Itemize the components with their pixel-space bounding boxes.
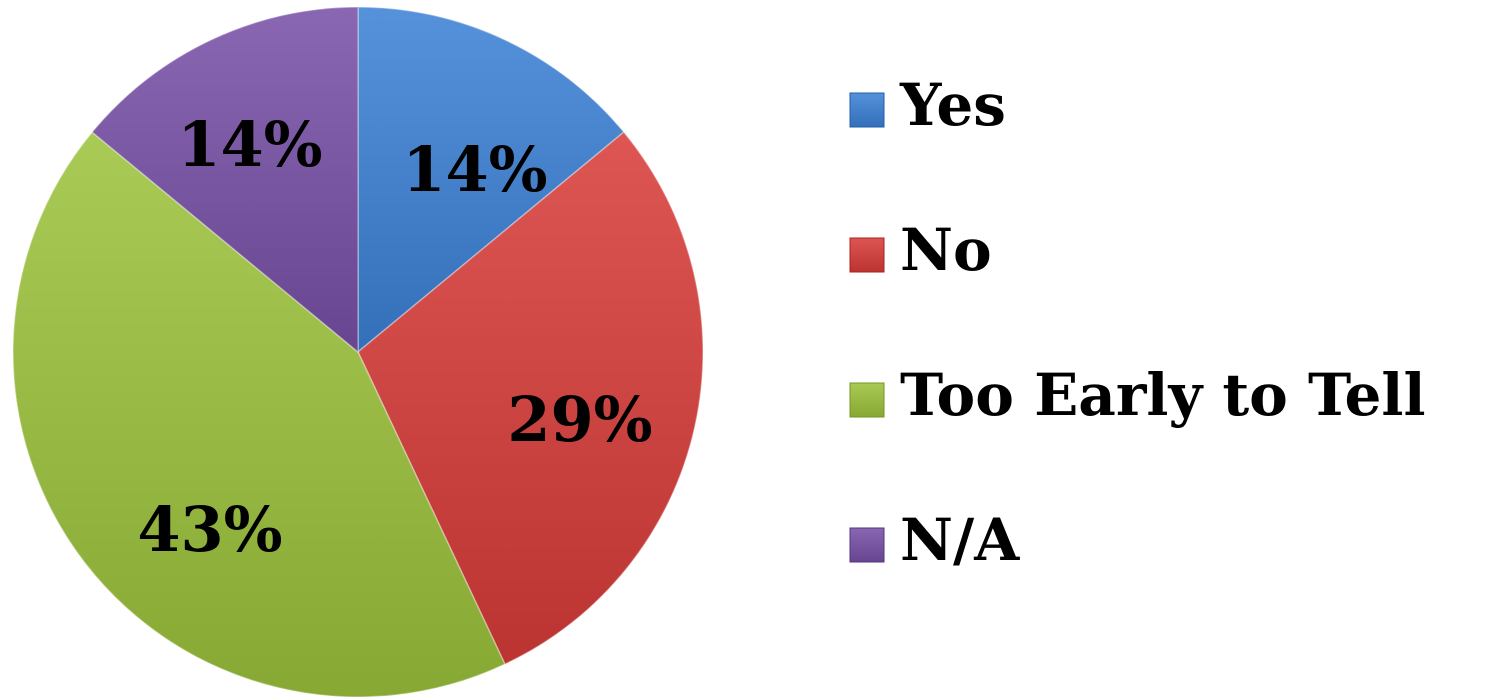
slice-label-n-a: 14% — [177, 108, 322, 181]
legend-label-too-early-to-tell: Too Early to Tell — [900, 361, 1425, 429]
slice-label-yes: 14% — [402, 133, 547, 206]
legend-label-no: No — [900, 216, 992, 284]
slice-label-no: 29% — [507, 383, 652, 456]
legend-swatch-too-early-to-tell — [849, 382, 885, 418]
pie-slice-no — [357, 131, 704, 666]
pie-slices — [12, 6, 704, 698]
pie-slice-n-a — [91, 6, 359, 354]
pie-slice-too-early-to-tell — [12, 131, 506, 698]
legend-item-no: No — [849, 216, 992, 284]
legend-swatch-n-a — [849, 527, 885, 563]
legend-item-yes: Yes — [849, 71, 1006, 139]
pie-slice-yes — [357, 6, 625, 354]
legend-label-n-a: N/A — [900, 506, 1020, 574]
legend-label-yes: Yes — [899, 71, 1006, 139]
legend: Yes No Too Early to Tell N/A — [849, 71, 1425, 574]
legend-swatch-no — [849, 237, 885, 273]
pie-slice-labels: 14% 29% 43% 14% — [137, 108, 652, 566]
legend-item-too-early-to-tell: Too Early to Tell — [849, 361, 1425, 429]
legend-item-n-a: N/A — [849, 506, 1020, 574]
slice-label-too-early-to-tell: 43% — [137, 493, 282, 566]
legend-swatch-yes — [849, 92, 885, 128]
